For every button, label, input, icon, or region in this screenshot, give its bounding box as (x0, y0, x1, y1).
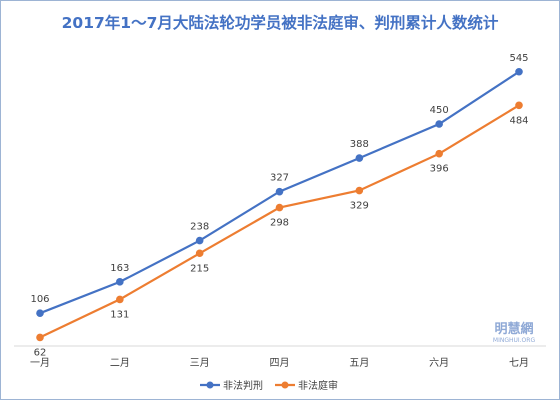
data-label: 396 (430, 164, 449, 175)
x-tick-label: 一月 (30, 357, 50, 369)
series-1: 106 163 238 327 388 450 545 (30, 53, 529, 318)
data-point (515, 101, 523, 110)
data-label: 327 (270, 173, 289, 184)
data-label: 163 (110, 263, 129, 274)
data-point (275, 187, 284, 196)
data-point (275, 203, 284, 212)
data-label: 62 (34, 347, 47, 358)
watermark-sub: MINGHUI.ORG (493, 337, 536, 344)
x-tick-labels: 一月 二月 三月 四月 五月 六月 七月 (30, 357, 529, 369)
legend-item: 非法庭审 (275, 379, 338, 392)
x-tick-label: 五月 (349, 357, 369, 369)
x-tick-label: 六月 (429, 357, 449, 369)
data-label: 106 (30, 294, 49, 305)
data-label: 298 (270, 218, 289, 229)
data-label: 388 (350, 139, 369, 150)
data-point (116, 295, 124, 304)
data-point (195, 236, 204, 245)
series-layer: 106 163 238 327 388 450 545 62 131 215 298 329 396 48… (30, 53, 528, 359)
data-label: 450 (430, 105, 449, 116)
x-tick-label: 七月 (509, 357, 529, 369)
data-point (36, 333, 44, 342)
series-2: 62 131 215 298 329 396 484 (34, 101, 529, 358)
data-label: 215 (190, 263, 209, 274)
data-label: 484 (509, 115, 528, 126)
minghui-watermark: 明慧網 MINGHUI.ORG (493, 321, 536, 344)
data-point (515, 67, 523, 76)
legend-marker (281, 381, 289, 389)
chart-title: 2017年1～7月大陆法轮功学员被非法庭审、判刑累计人数统计 (62, 13, 499, 32)
x-tick-label: 三月 (190, 357, 210, 369)
legend-label: 非法庭审 (298, 379, 338, 392)
legend-item: 非法判刑 (200, 379, 263, 392)
legend-marker (206, 381, 214, 389)
watermark-logo: 明慧網 (494, 321, 533, 337)
data-point (435, 120, 443, 128)
data-point (195, 249, 204, 258)
data-label: 545 (509, 53, 528, 64)
data-point (36, 309, 44, 318)
data-point (116, 278, 124, 286)
data-point (355, 186, 364, 195)
data-point (435, 149, 443, 158)
x-tick-label: 四月 (270, 357, 290, 369)
legend-label: 非法判刑 (223, 379, 263, 392)
legend: 非法判刑 非法庭审 (200, 379, 338, 392)
data-label: 329 (350, 201, 369, 212)
x-tick-label: 二月 (110, 357, 130, 369)
data-label: 238 (190, 222, 209, 233)
data-label: 131 (110, 309, 129, 320)
data-point (355, 154, 364, 162)
